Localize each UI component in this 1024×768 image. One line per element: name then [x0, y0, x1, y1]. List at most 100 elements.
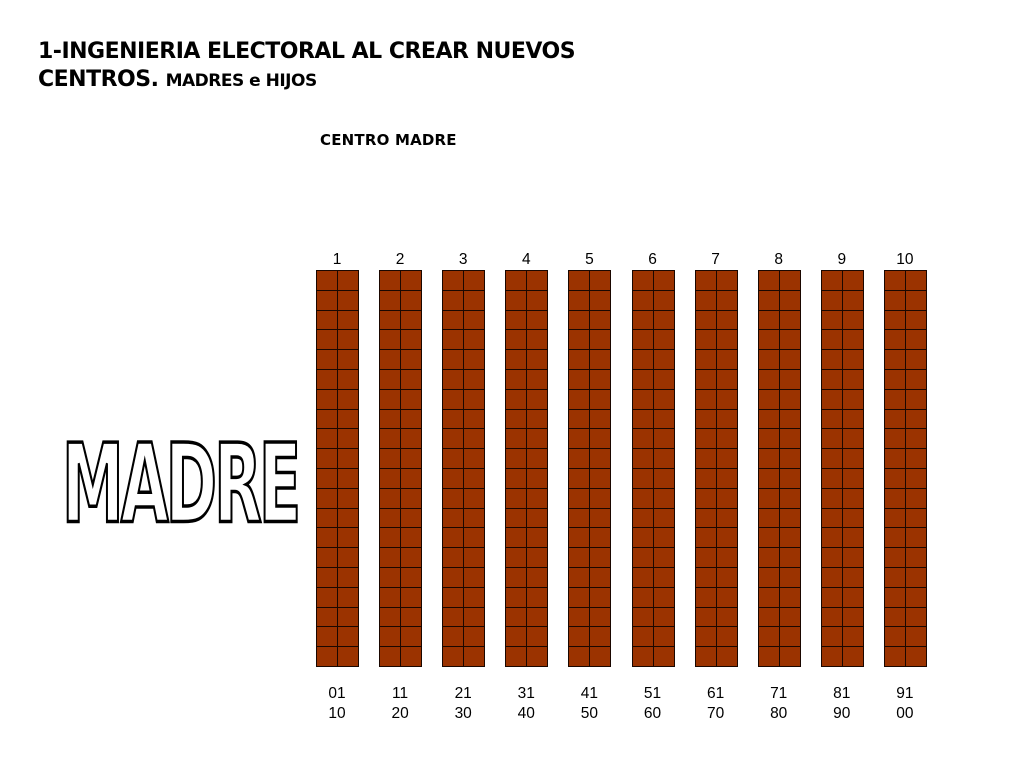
- grid-cell: [715, 369, 738, 390]
- grid-cell: [883, 527, 906, 549]
- grid-cell: [568, 507, 591, 529]
- grid-cell: [379, 388, 402, 410]
- grid-cell: [337, 309, 359, 331]
- column-range-1: 01 10: [312, 684, 362, 724]
- grid-cell: [442, 487, 465, 509]
- grid-cell: [883, 468, 906, 489]
- grid-cell: [715, 428, 738, 450]
- grid-cell: [778, 329, 801, 351]
- grid-cell: [694, 309, 717, 331]
- grid-cell: [778, 349, 801, 370]
- grid-cell: [379, 428, 402, 450]
- grid-cell: [589, 567, 612, 588]
- grid-cell: [463, 527, 486, 549]
- grid-cell: [505, 408, 528, 430]
- grid-cell: [715, 349, 738, 370]
- grid-cell: [715, 270, 738, 291]
- grid-cell: [379, 606, 402, 628]
- grid-cell: [526, 408, 549, 430]
- grid-cell: [904, 309, 927, 331]
- grid-cell: [757, 507, 780, 529]
- grid-cell: [715, 606, 738, 628]
- grid-cell: [757, 289, 780, 311]
- grid-cell: [568, 547, 591, 568]
- grid-cell: [820, 448, 843, 469]
- grid-cell: [442, 567, 465, 588]
- grid-cell: [316, 606, 338, 628]
- grid-cell: [757, 606, 780, 628]
- grid-cell: [883, 349, 906, 370]
- grid-cell: [442, 329, 465, 351]
- grid-cell: [400, 369, 423, 390]
- grid-cell: [568, 369, 591, 390]
- grid-cell: [316, 388, 338, 410]
- grid-cell: [379, 487, 402, 509]
- grid-cell: [589, 626, 612, 648]
- grid-cell: [526, 487, 549, 509]
- grid-cell: [379, 586, 402, 608]
- grid-cell: [841, 487, 864, 509]
- grid-cell: [904, 507, 927, 529]
- grid-cell: [400, 507, 423, 529]
- grid-cell: [589, 388, 612, 410]
- grid-cell: [883, 487, 906, 509]
- grid-cell: [694, 408, 717, 430]
- grid-cell: [379, 626, 402, 648]
- grid-cell: [904, 329, 927, 351]
- range-start: 51: [643, 685, 662, 702]
- grid-cell: [841, 606, 864, 628]
- grid-cell: [778, 487, 801, 509]
- grid-cell: [442, 289, 465, 311]
- grid-cell: [694, 487, 717, 509]
- grid-cell: [400, 547, 423, 568]
- grid-cell: [463, 388, 486, 410]
- grid-cell: [778, 547, 801, 568]
- grid-cell: [631, 349, 654, 370]
- grid-cell: [757, 349, 780, 370]
- grid-cell: [505, 646, 528, 667]
- grid-cell: [652, 468, 675, 489]
- grid-cell: [526, 309, 549, 331]
- grid-cell: [883, 428, 906, 450]
- title-subtitle: MADRES e HIJOS: [165, 71, 318, 91]
- grid-cell: [904, 448, 927, 469]
- grid-cell: [316, 626, 338, 648]
- grid-cell: [379, 270, 402, 291]
- grid-cell: [631, 468, 654, 489]
- grid-cell: [526, 586, 549, 608]
- grid-cell: [400, 270, 423, 291]
- grid-cell: [652, 388, 675, 410]
- grid-cell: [463, 567, 486, 588]
- grid-cell: [841, 388, 864, 410]
- range-end: 50: [580, 705, 599, 722]
- grid-cell: [589, 448, 612, 469]
- grid-cell: [694, 646, 717, 667]
- grid-cell: [841, 448, 864, 469]
- grid-cell: [715, 408, 738, 430]
- grid-cell: [442, 270, 465, 291]
- grid-cell: [841, 369, 864, 390]
- grid-cell: [820, 329, 843, 351]
- grid-cell: [820, 369, 843, 390]
- grid-cell: [778, 567, 801, 588]
- grid-cell: [463, 547, 486, 568]
- grid-cell: [652, 428, 675, 450]
- grid-cell: [442, 646, 465, 667]
- grid-cell: [883, 606, 906, 628]
- grid-cell: [904, 428, 927, 450]
- grid-cell: [631, 547, 654, 568]
- grid-cell: [589, 309, 612, 331]
- grid-cell: [316, 329, 338, 351]
- grid-cell: [820, 507, 843, 529]
- grid-cell: [694, 448, 717, 469]
- grid-cell: [379, 408, 402, 430]
- grid-cell: [652, 507, 675, 529]
- grid-cell: [337, 408, 359, 430]
- grid-cell: [316, 586, 338, 608]
- grid-cell: [883, 626, 906, 648]
- grid-cell: [568, 388, 591, 410]
- grid-cell: [694, 428, 717, 450]
- grid-cell: [526, 646, 549, 667]
- range-start: 11: [392, 685, 409, 702]
- range-start: 71: [770, 685, 788, 702]
